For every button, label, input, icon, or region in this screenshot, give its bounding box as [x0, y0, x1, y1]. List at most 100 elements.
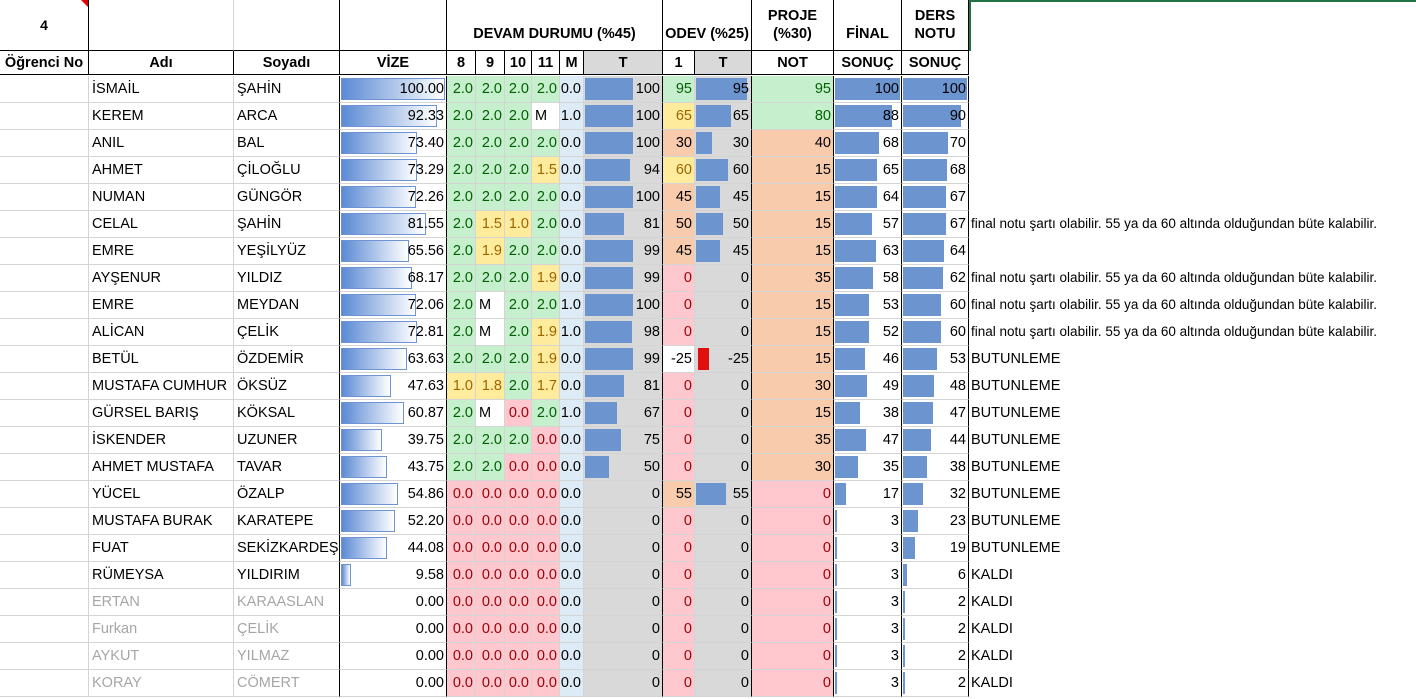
cell-devam-3[interactable]: 1.9	[532, 319, 560, 346]
cell-soyadi[interactable]: KÖKSAL	[234, 400, 340, 427]
cell-odev-1[interactable]: 0	[663, 589, 695, 616]
cell-odev-1[interactable]: 0	[663, 319, 695, 346]
cell-soyadi[interactable]: GÜNGÖR	[234, 184, 340, 211]
cell-devam-3[interactable]: 0.0	[532, 454, 560, 481]
cell-devam-0[interactable]: 0.0	[447, 508, 476, 535]
cell-vize[interactable]: 72.26	[340, 184, 447, 211]
cell-devam-2[interactable]: 0.0	[505, 643, 532, 670]
cell-devam-1[interactable]: 0.0	[476, 589, 505, 616]
cell-devam-t[interactable]: 94	[584, 157, 663, 184]
header-devam-col-2[interactable]: 10	[505, 51, 532, 75]
cell-devam-2[interactable]: 2.0	[505, 346, 532, 373]
cell-devam-0[interactable]: 0.0	[447, 481, 476, 508]
cell-devam-2[interactable]: 0.0	[505, 616, 532, 643]
cell-proje-not[interactable]: 35	[752, 265, 834, 292]
cell-devam-0[interactable]: 2.0	[447, 76, 476, 103]
cell-ders-notu[interactable]: 68	[902, 157, 969, 184]
cell-devam-m[interactable]: 0.0	[560, 184, 584, 211]
cell-devam-2[interactable]: 0.0	[505, 562, 532, 589]
cell-final[interactable]: 3	[834, 589, 902, 616]
cell-vize[interactable]: 81.55	[340, 211, 447, 238]
cell-odev-t[interactable]: 0	[695, 373, 752, 400]
cell-ogrenci-no[interactable]	[0, 184, 89, 211]
cell-devam-3[interactable]: 1.7	[532, 373, 560, 400]
cell-adi[interactable]: KORAY	[89, 670, 234, 697]
cell-vize[interactable]: 39.75	[340, 427, 447, 454]
cell-devam-0[interactable]: 0.0	[447, 589, 476, 616]
cell-odev-t[interactable]: 95	[695, 76, 752, 103]
cell-odev-1[interactable]: 95	[663, 76, 695, 103]
cell-devam-m[interactable]: 0.0	[560, 589, 584, 616]
cell-devam-m[interactable]: 1.0	[560, 103, 584, 130]
cell-devam-t[interactable]: 100	[584, 103, 663, 130]
cell-devam-t[interactable]: 0	[584, 670, 663, 697]
cell-odev-1[interactable]: 0	[663, 454, 695, 481]
cell-ders-notu[interactable]: 38	[902, 454, 969, 481]
cell-final[interactable]: 49	[834, 373, 902, 400]
header-blank-soyadi[interactable]	[234, 0, 340, 51]
cell-final[interactable]: 3	[834, 562, 902, 589]
cell-ogrenci-no[interactable]	[0, 481, 89, 508]
cell-odev-1[interactable]: -25	[663, 346, 695, 373]
cell-vize[interactable]: 72.06	[340, 292, 447, 319]
header-soyadi[interactable]: Soyadı	[234, 51, 340, 75]
cell-devam-2[interactable]: 2.0	[505, 292, 532, 319]
cell-devam-1[interactable]: 0.0	[476, 643, 505, 670]
cell-adi[interactable]: ALİCAN	[89, 319, 234, 346]
cell-devam-3[interactable]: 1.9	[532, 346, 560, 373]
cell-final[interactable]: 63	[834, 238, 902, 265]
cell-devam-0[interactable]: 0.0	[447, 616, 476, 643]
cell-adi[interactable]: FUAT	[89, 535, 234, 562]
cell-devam-1[interactable]: 1.5	[476, 211, 505, 238]
cell-odev-t[interactable]: 65	[695, 103, 752, 130]
cell-proje-not[interactable]: 0	[752, 643, 834, 670]
cell-vize[interactable]: 0.00	[340, 643, 447, 670]
cell-ogrenci-no[interactable]	[0, 373, 89, 400]
cell-devam-t[interactable]: 81	[584, 211, 663, 238]
cell-devam-2[interactable]: 2.0	[505, 184, 532, 211]
cell-odev-t[interactable]: 55	[695, 481, 752, 508]
cell-proje-not[interactable]: 15	[752, 238, 834, 265]
cell-devam-m[interactable]: 0.0	[560, 76, 584, 103]
cell-devam-t[interactable]: 100	[584, 76, 663, 103]
cell-soyadi[interactable]: BAL	[234, 130, 340, 157]
cell-adi[interactable]: AHMET MUSTAFA	[89, 454, 234, 481]
cell-final[interactable]: 3	[834, 535, 902, 562]
cell-odev-t[interactable]: 0	[695, 643, 752, 670]
cell-devam-2[interactable]: 2.0	[505, 373, 532, 400]
cell-ders-notu[interactable]: 67	[902, 211, 969, 238]
cell-odev-1[interactable]: 0	[663, 400, 695, 427]
cell-odev-1[interactable]: 0	[663, 643, 695, 670]
cell-devam-1[interactable]: M	[476, 292, 505, 319]
cell-final[interactable]: 52	[834, 319, 902, 346]
cell-proje-not[interactable]: 15	[752, 184, 834, 211]
group-number-cell[interactable]: 4	[0, 0, 89, 51]
cell-proje-not[interactable]: 0	[752, 535, 834, 562]
cell-adi[interactable]: AHMET	[89, 157, 234, 184]
cell-ogrenci-no[interactable]	[0, 589, 89, 616]
header-devam-col-1[interactable]: 9	[476, 51, 505, 75]
cell-ders-notu[interactable]: 53	[902, 346, 969, 373]
cell-devam-0[interactable]: 2.0	[447, 454, 476, 481]
cell-ders-notu[interactable]: 23	[902, 508, 969, 535]
cell-ders-notu[interactable]: 19	[902, 535, 969, 562]
cell-adi[interactable]: MUSTAFA BURAK	[89, 508, 234, 535]
cell-devam-1[interactable]: 0.0	[476, 616, 505, 643]
cell-devam-t[interactable]: 99	[584, 346, 663, 373]
cell-soyadi[interactable]: ÖZALP	[234, 481, 340, 508]
cell-odev-t[interactable]: 0	[695, 562, 752, 589]
cell-final[interactable]: 53	[834, 292, 902, 319]
cell-devam-0[interactable]: 2.0	[447, 292, 476, 319]
cell-ogrenci-no[interactable]	[0, 643, 89, 670]
header-final-sonuc[interactable]: SONUÇ	[834, 51, 902, 75]
cell-devam-0[interactable]: 2.0	[447, 130, 476, 157]
cell-devam-1[interactable]: M	[476, 400, 505, 427]
cell-ogrenci-no[interactable]	[0, 319, 89, 346]
cell-devam-2[interactable]: 2.0	[505, 76, 532, 103]
cell-devam-2[interactable]: 2.0	[505, 427, 532, 454]
cell-soyadi[interactable]: ÇELİK	[234, 616, 340, 643]
cell-devam-3[interactable]: M	[532, 103, 560, 130]
cell-ogrenci-no[interactable]	[0, 292, 89, 319]
cell-odev-1[interactable]: 55	[663, 481, 695, 508]
cell-devam-3[interactable]: 2.0	[532, 130, 560, 157]
